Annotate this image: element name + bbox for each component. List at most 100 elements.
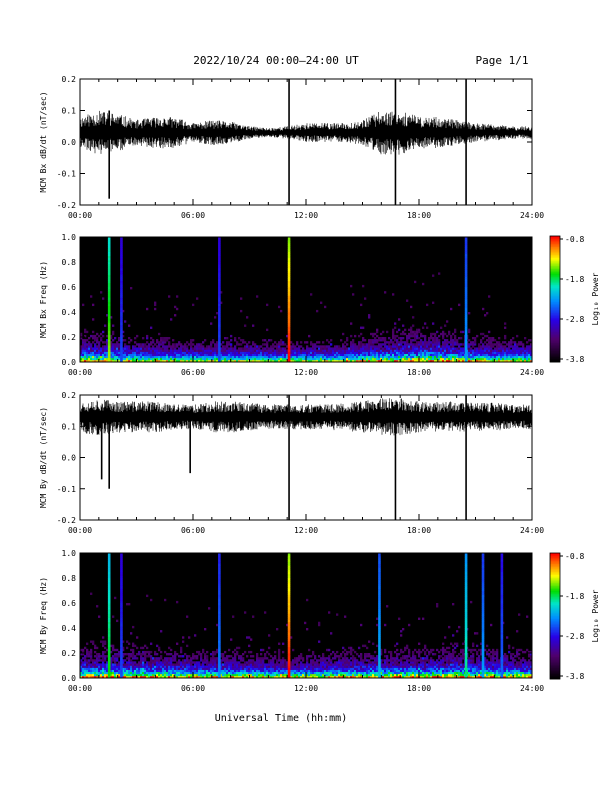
spectrogram-cell	[384, 345, 386, 347]
spectrogram-cell	[458, 356, 460, 358]
spectrogram-cell	[196, 657, 198, 659]
spectrogram-cell	[274, 663, 276, 665]
spectrogram-spike-cell	[218, 291, 221, 293]
spectrogram-cell	[84, 329, 86, 331]
spectrogram-cell	[384, 354, 386, 356]
spectrogram-cell	[360, 327, 362, 329]
spectrogram-cell	[216, 312, 218, 314]
spectrogram-cell	[318, 347, 320, 349]
spectrogram-cell	[226, 661, 228, 663]
spectrogram-spike-cell	[288, 289, 291, 291]
spectrogram-cell	[384, 668, 386, 670]
spectrogram-spike-cell	[120, 304, 123, 306]
spectrogram-cell	[462, 352, 464, 354]
spectrogram-cell	[422, 668, 424, 670]
spectrogram-cell	[432, 350, 434, 352]
spectrogram-cell	[92, 331, 94, 333]
spectrogram-cell	[180, 670, 182, 672]
spectrogram-cell	[426, 655, 428, 657]
spectrogram-cell	[476, 352, 478, 354]
spectrogram-cell	[276, 672, 278, 674]
spectrogram-cell	[130, 350, 132, 352]
spectrogram-cell	[256, 295, 258, 297]
spectrogram-cell	[206, 356, 208, 358]
spectrogram-cell	[168, 663, 170, 665]
spectrogram-cell	[352, 672, 354, 674]
spectrogram-cell	[94, 645, 96, 647]
spectrogram-cell	[146, 341, 148, 343]
spectrogram-cell	[490, 339, 492, 341]
spectrogram-spike-cell	[288, 320, 291, 322]
spectrogram-spike-cell	[465, 272, 468, 274]
spectrogram-cell	[256, 347, 258, 349]
spectrogram-cell	[314, 666, 316, 668]
spectrogram-cell	[146, 347, 148, 349]
spectrogram-cell	[444, 343, 446, 345]
spectrogram-cell	[428, 651, 430, 653]
spectrogram-cell	[146, 661, 148, 663]
spectrogram-cell	[370, 666, 372, 668]
spectrogram-cell	[378, 354, 380, 356]
spectrogram-cell	[102, 354, 104, 356]
spectrogram-cell	[514, 356, 516, 358]
spectrogram-cell	[176, 663, 178, 665]
spectrogram-cell	[302, 347, 304, 349]
spectrogram-cell	[114, 659, 116, 661]
spectrogram-spike-cell	[288, 331, 291, 333]
spectrogram-cell	[222, 345, 224, 347]
spectrogram-cell	[358, 663, 360, 665]
spectrogram-cell	[264, 663, 266, 665]
spectrogram-cell	[194, 354, 196, 356]
spectrogram-cell	[204, 356, 206, 358]
spectrogram-cell	[274, 350, 276, 352]
spectrogram-cell	[458, 343, 460, 345]
spectrogram-cell	[130, 670, 132, 672]
spectrogram-cell	[518, 341, 520, 343]
spectrogram-cell	[92, 304, 94, 306]
spectrogram-cell	[346, 670, 348, 672]
spectrogram-cell	[98, 670, 100, 672]
spectrogram-cell	[142, 354, 144, 356]
spectrogram-cell	[104, 358, 106, 360]
spectrogram-cell	[484, 347, 486, 349]
spectrogram-cell	[420, 354, 422, 356]
spectrogram-cell	[364, 668, 366, 670]
spectrogram-cell	[366, 663, 368, 665]
spectrogram-cell	[212, 670, 214, 672]
spectrogram-cell	[144, 356, 146, 358]
spectrogram-cell	[362, 343, 364, 345]
spectrogram-spike-cell	[465, 325, 468, 327]
spectrogram-cell	[224, 674, 226, 676]
spectrogram-cell	[148, 345, 150, 347]
spectrogram-cell	[266, 352, 268, 354]
spectrogram-cell	[278, 343, 280, 345]
spectrogram-cell	[444, 356, 446, 358]
spectrogram-cell	[446, 343, 448, 345]
spectrogram-cell	[338, 672, 340, 674]
spectrogram-spike-cell	[120, 272, 123, 274]
spectrogram-cell	[212, 354, 214, 356]
spectrogram-cell	[324, 672, 326, 674]
spectrogram-cell	[118, 651, 120, 653]
spectrogram-cell	[170, 354, 172, 356]
spectrogram-cell	[476, 350, 478, 352]
spectrogram-cell	[216, 347, 218, 349]
spectrogram-cell	[318, 655, 320, 657]
spectrogram-cell	[256, 661, 258, 663]
spectrogram-cell	[450, 352, 452, 354]
spectrogram-cell	[410, 666, 412, 668]
spectrogram-cell	[354, 651, 356, 653]
spectrogram-cell	[210, 347, 212, 349]
spectrogram-cell	[160, 347, 162, 349]
spectrogram-cell	[104, 659, 106, 661]
spectrogram-cell	[242, 663, 244, 665]
spectrogram-cell	[368, 345, 370, 347]
spectrogram-cell	[374, 663, 376, 665]
spectrogram-cell	[506, 356, 508, 358]
spectrogram-cell	[236, 674, 238, 676]
spectrogram-cell	[98, 657, 100, 659]
spectrogram-cell	[198, 670, 200, 672]
spectrogram-cell	[92, 672, 94, 674]
spectrogram-cell	[394, 352, 396, 354]
spectrogram-cell	[252, 666, 254, 668]
